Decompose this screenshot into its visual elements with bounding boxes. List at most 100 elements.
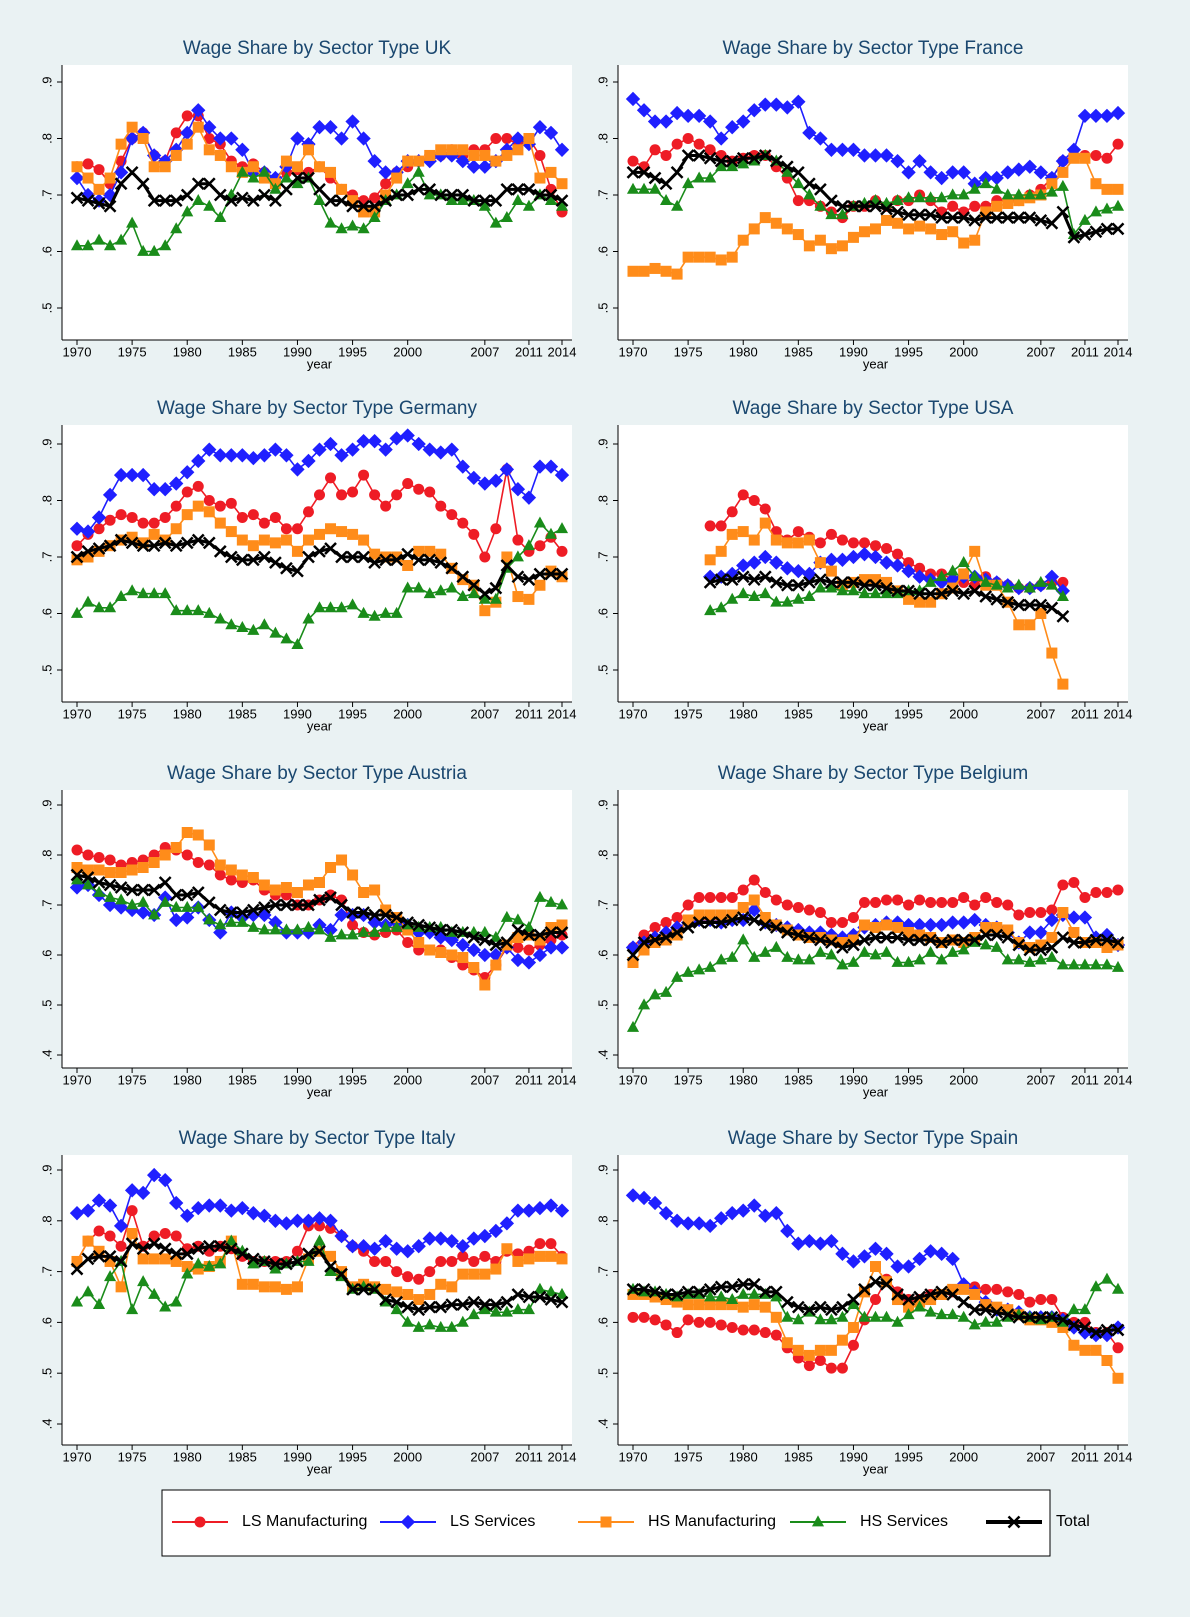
marker-triangle <box>946 945 959 957</box>
marker-x <box>489 194 503 208</box>
x-tick-label: 1980 <box>173 344 202 359</box>
marker-x <box>202 536 216 550</box>
marker-circle <box>870 1294 881 1306</box>
marker-x <box>147 194 161 208</box>
marker-diamond <box>290 131 305 146</box>
marker-square <box>192 1263 204 1275</box>
x-tick-label: 1975 <box>118 1449 147 1464</box>
marker-diamond <box>1033 925 1048 940</box>
marker-circle <box>380 178 392 190</box>
marker-circle <box>137 517 149 529</box>
marker-x <box>1056 609 1070 623</box>
marker-square <box>991 1301 1003 1313</box>
marker-triangle <box>836 584 849 596</box>
marker-diamond <box>780 561 795 576</box>
marker-x <box>847 1293 860 1306</box>
marker-diamond <box>736 558 751 573</box>
marker-triangle <box>946 564 959 576</box>
marker-x <box>637 936 651 949</box>
marker-x <box>114 177 128 191</box>
marker-x <box>500 936 514 949</box>
marker-circle <box>402 478 414 490</box>
marker-circle <box>545 934 557 946</box>
marker-x <box>246 903 260 917</box>
marker-triangle <box>115 893 128 905</box>
marker-square <box>314 528 325 540</box>
marker-square <box>638 265 650 277</box>
marker-x <box>924 1288 937 1301</box>
marker-triangle <box>990 1315 1003 1327</box>
marker-triangle <box>1023 188 1036 200</box>
x-tick-label: 1970 <box>619 1072 648 1087</box>
y-tick-label: .4 <box>39 1419 54 1430</box>
marker-x <box>158 536 172 550</box>
marker-x <box>379 1293 393 1306</box>
x-tick-label: 1990 <box>283 344 312 359</box>
marker-square <box>115 867 127 878</box>
marker-diamond <box>433 148 448 163</box>
marker-circle <box>192 857 204 868</box>
marker-circle <box>380 1255 392 1267</box>
marker-square <box>347 195 359 207</box>
marker-circle <box>126 1205 138 1217</box>
marker-square <box>1035 608 1047 619</box>
marker-circle <box>1024 907 1036 918</box>
marker-triangle <box>990 182 1003 194</box>
marker-square <box>137 537 149 549</box>
marker-square <box>1035 939 1047 951</box>
marker-x <box>489 581 503 595</box>
marker-square <box>325 862 337 873</box>
marker-diamond <box>334 907 349 923</box>
marker-circle <box>170 500 182 512</box>
marker-diamond <box>147 482 162 497</box>
marker-x <box>555 567 569 581</box>
marker-x <box>357 1282 370 1296</box>
marker-diamond <box>879 148 894 163</box>
marker-square <box>881 214 893 226</box>
marker-x <box>891 931 904 944</box>
legend-label: LS Manufacturing <box>242 1513 367 1530</box>
marker-diamond <box>147 148 162 163</box>
marker-square <box>1024 942 1036 953</box>
marker-diamond <box>389 1241 404 1256</box>
marker-square <box>291 161 303 173</box>
marker-triangle <box>1078 958 1091 970</box>
marker-x <box>103 199 117 213</box>
marker-x <box>544 188 558 202</box>
marker-diamond <box>554 467 570 483</box>
marker-diamond <box>846 1254 861 1269</box>
x-axis-label: year <box>307 356 333 371</box>
marker-diamond <box>323 922 338 938</box>
marker-x <box>368 199 381 213</box>
marker-square <box>881 576 893 588</box>
marker-square <box>1024 619 1036 631</box>
marker-circle <box>1112 884 1124 896</box>
marker-triangle <box>489 930 502 942</box>
marker-square <box>693 909 705 921</box>
x-tick-label: 1970 <box>619 706 648 721</box>
marker-triangle <box>1067 958 1080 970</box>
marker-circle <box>704 892 716 903</box>
x-tick-label: 2011 <box>1071 344 1099 359</box>
marker-triangle <box>456 589 469 601</box>
marker-x <box>280 561 293 575</box>
marker-triangle <box>324 601 337 613</box>
x-axis-label: year <box>307 718 333 733</box>
x-tick-label: 2007 <box>1026 706 1055 721</box>
marker-square <box>512 932 524 943</box>
marker-square <box>1101 942 1113 953</box>
marker-diamond <box>246 1206 261 1221</box>
marker-circle <box>446 509 458 521</box>
marker-diamond <box>113 467 129 483</box>
marker-x <box>1034 214 1048 227</box>
marker-x <box>158 194 172 208</box>
marker-circle <box>1057 576 1069 588</box>
marker-square <box>1068 1339 1080 1351</box>
marker-diamond <box>1011 162 1026 177</box>
marker-triangle <box>92 601 106 613</box>
marker-circle <box>660 1319 672 1331</box>
marker-diamond <box>455 1239 470 1254</box>
marker-square <box>903 1301 915 1313</box>
marker-diamond <box>1055 153 1071 169</box>
marker-diamond <box>543 940 559 955</box>
